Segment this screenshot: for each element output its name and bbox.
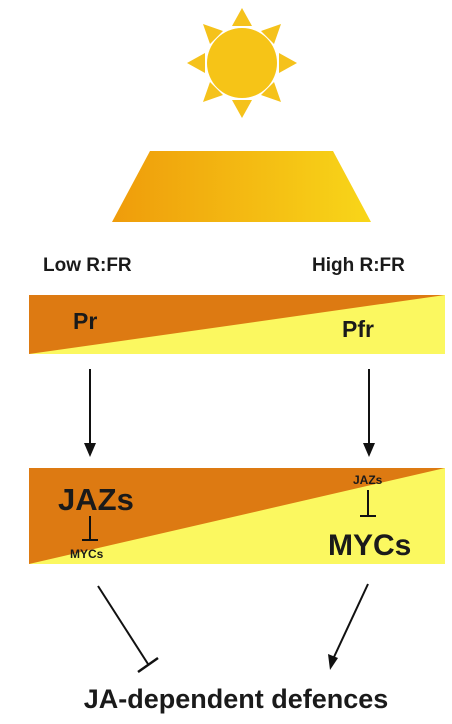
inhibition-arrow-left <box>97 585 159 674</box>
arrow-down-left <box>84 369 96 457</box>
pr-label: Pr <box>73 308 97 334</box>
outcome-label: JA-dependent defences <box>84 684 389 714</box>
inhibition-bar-left <box>82 516 98 541</box>
sun-icon <box>187 8 297 118</box>
inhibition-bar-right <box>360 490 376 517</box>
mycs-small-label: MYCs <box>70 547 104 561</box>
low-rfr-label: Low R:FR <box>43 255 132 276</box>
jazs-small-label: JAZs <box>353 473 383 487</box>
activation-arrow-right <box>328 583 369 670</box>
light-beam <box>112 151 371 222</box>
high-rfr-label: High R:FR <box>312 255 405 276</box>
pfr-label: Pfr <box>342 316 374 342</box>
jazs-large-label: JAZs <box>58 482 134 517</box>
arrow-down-right <box>363 369 375 457</box>
phytochrome-band <box>29 295 445 354</box>
mycs-large-label: MYCs <box>328 529 411 562</box>
